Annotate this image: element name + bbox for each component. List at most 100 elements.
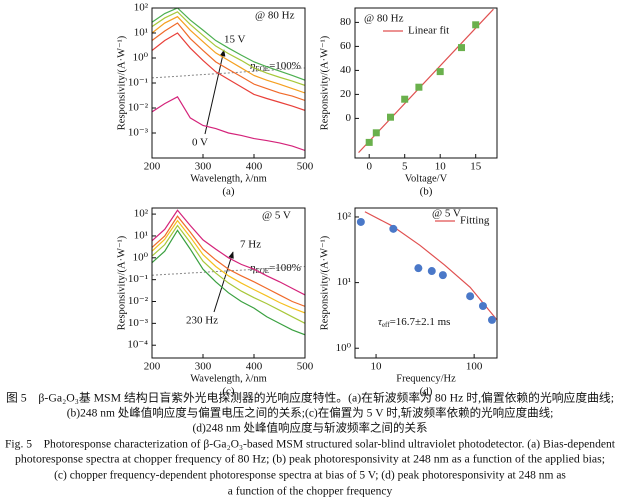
data-point [466,292,475,301]
spectrum-line [152,15,305,94]
x-tick-label: 10 [435,161,447,173]
plot-area [152,8,305,152]
caption-line: Fig. 5 Photoresponse characterization of… [5,439,616,451]
y-tick-label: 0 [346,112,352,124]
y-tick-label: 10⁻³ [128,127,149,139]
caption-line: (b)248 nm 处峰值响应度与偏置电压之间的关系;(c)在偏置为 5 V 时… [67,406,554,420]
x-tick-label: 400 [246,361,263,373]
data-point [472,21,480,29]
annotation: @ 5 V [432,208,461,220]
y-tick-label: 10⁰ [133,52,149,64]
x-tick-label: 5 [402,161,408,173]
panel-label: (c) [222,386,235,398]
reference-line [152,266,305,276]
data-point [365,138,373,146]
caption-line: 图 5 β-Ga₂O₃基 MSM 结构日盲紫外光电探测器的光响应度特性。(a)在… [6,391,614,405]
x-axis-title: Voltage/V [405,173,448,184]
data-point [414,264,423,273]
panel: 0 20 40 60 80 0 5 10 15 Voltage/V Responsivity/(A·… [319,7,498,198]
data-point [427,267,436,276]
plot-frame [151,7,306,159]
data-point [387,113,394,121]
tau-symbol: τ [378,316,383,328]
x-tick-label: 500 [297,161,314,173]
annotation: 7 Hz [240,239,261,251]
y-axis-title: Responsivity/(A·W⁻¹) [319,35,330,130]
plot-frame [151,207,306,359]
y-tick-label: 60 [340,40,352,52]
y-tick-label: 10¹ [134,229,148,241]
spectrum-line [152,22,305,102]
spectrum-line [152,209,305,296]
x-tick-label: 10 [371,361,383,373]
y-tick-label: 80 [340,16,352,28]
annotation: 15 V [224,34,246,46]
caption-line: photoresponse spectra at chopper frequen… [15,454,605,466]
data-point [458,44,465,52]
spectrum-line [152,8,305,81]
data-point [415,83,423,91]
x-tick-label: 300 [195,361,212,373]
y-tick-label: 10⁰ [336,342,352,354]
y-tick-label: 10² [337,211,352,223]
y-axis-title: Responsivity/(A·W⁻¹) [116,235,127,330]
x-tick-label: 400 [246,161,263,173]
spectrum-line [152,32,305,111]
spectrum-line [152,11,305,86]
spectrum-line [152,229,305,336]
y-tick-label: 40 [340,64,352,76]
plot-area [152,209,305,336]
eqe-sub: EQE [255,65,269,73]
spectrum-line [152,224,305,324]
spectrum-line [152,219,305,314]
arrow [204,49,226,135]
annotation: @ 80 Hz [255,10,295,22]
caption-line: a function of the chopper frequency [228,486,393,498]
y-tick-label: 10⁻⁴ [127,339,148,351]
annotation: @ 80 Hz [364,13,404,25]
annotation: 230 Hz [186,315,218,327]
panel-label: (b) [420,186,433,198]
annotation: τeff=16.7±2.1 ms [378,316,450,329]
x-tick-label: 200 [144,161,161,173]
data-point [372,129,380,137]
data-point [438,271,447,280]
y-tick-label: 10⁰ [133,251,149,263]
caption-line: (d)248 nm 处峰值响应度与斩波频率之间的关系 [192,421,427,435]
eqe-symbol: η [250,262,255,274]
x-tick-label: 0 [366,161,372,173]
plot-frame [354,7,498,159]
legend-label: Fitting [460,215,490,227]
fit-line [364,211,497,321]
data-point [478,302,487,311]
y-tick-label: 20 [340,88,352,100]
tau-value: =16.7±2.1 ms [390,316,451,328]
spectrum-line [152,215,305,307]
y-tick-label: 10⁻² [128,102,149,114]
caption-line: (c) chopper frequency-dependent photores… [54,470,566,482]
annotation: @ 5 V [262,210,291,222]
y-tick-label: 10² [134,2,149,14]
y-axis-title: Responsivity/(A·W⁻¹) [319,235,330,330]
x-tick-label: 100 [466,361,483,373]
data-point [389,224,398,233]
x-axis-title: Wavelength, λ/nm [190,173,267,184]
plot-frame [354,207,498,359]
y-tick-label: 10⁻¹ [128,273,148,285]
x-axis-title: Wavelength, λ/nm [190,373,267,384]
y-tick-label: 10¹ [337,276,351,288]
data-point [436,68,444,76]
tau-sub: eff [382,321,390,329]
fit-line [358,8,494,154]
eqe-symbol: η [250,60,255,72]
x-tick-label: 15 [470,161,482,173]
y-tick-label: 10² [134,208,149,220]
reference-line [152,67,305,79]
y-tick-label: 10⁻³ [128,317,149,329]
data-point [487,315,496,324]
arrow [213,251,234,313]
data-point [356,217,365,226]
x-axis-title: Frequency/Hz [396,373,456,384]
panel: 10⁻⁴ 10⁻³ 10⁻² 10⁻¹ 10⁰ 10¹ 10² 200 300 400 500 Wav… [116,207,314,398]
